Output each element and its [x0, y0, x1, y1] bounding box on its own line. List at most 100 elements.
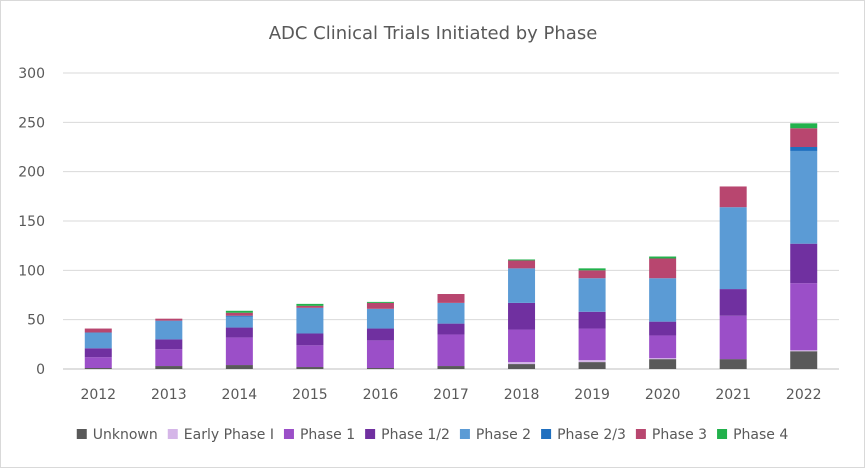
bar-segment-unknown	[296, 367, 324, 369]
bar-segment-phase-1	[719, 315, 747, 360]
bar-segment-unknown	[719, 359, 747, 369]
legend-label: Phase 3	[652, 427, 707, 443]
bar-segment-phase-3	[155, 318, 183, 321]
bar-segment-phase-1-2	[649, 321, 677, 336]
bar-segment-phase-4	[225, 310, 253, 313]
bar-segment-phase-3	[296, 305, 324, 308]
bar-segment-early-phase-i	[649, 358, 677, 360]
bar-segment-phase-3	[578, 270, 606, 279]
x-tick-label: 2022	[786, 387, 822, 403]
legend-swatch	[541, 429, 552, 439]
bar-segment-phase-1-2	[225, 327, 253, 338]
bar-segment-phase-2	[437, 302, 465, 324]
bar-segment-phase-1	[84, 357, 112, 369]
bar-segment-phase-4	[296, 303, 324, 306]
x-tick-label: 2020	[645, 387, 681, 403]
legend-label: Phase 1/2	[381, 427, 450, 443]
y-tick-label: 200	[18, 165, 45, 181]
x-tick-label: 2012	[80, 387, 116, 403]
bar-segment-unknown	[578, 362, 606, 369]
x-tick-label: 2015	[292, 387, 328, 403]
bar-segment-early-phase-i	[578, 360, 606, 363]
y-tick-label: 100	[18, 263, 45, 279]
y-tick-label: 250	[18, 115, 45, 131]
legend-label: Phase 1	[300, 427, 355, 443]
bar-segment-phase-1-2	[366, 328, 394, 341]
bar-segment-phase-1	[225, 337, 253, 366]
legend-label: Phase 2	[476, 427, 531, 443]
legend-label: Phase 2/3	[557, 427, 626, 443]
bar-segment-phase-3	[649, 258, 677, 279]
bar-segment-phase-2-3	[225, 315, 253, 317]
bar-segment-phase-3	[225, 312, 253, 316]
bar-segment-unknown	[84, 368, 112, 369]
x-tick-label: 2019	[574, 387, 610, 403]
x-axis: 2012 2013 2014 2015 2016 2017 2018 2019 2020 2021…	[80, 387, 821, 403]
bar-segment-unknown	[366, 368, 394, 369]
bar-segment-phase-2	[649, 278, 677, 322]
bar-segment-phase-4	[578, 268, 606, 271]
legend-swatch	[283, 429, 294, 439]
bar-segment-phase-3	[437, 294, 465, 303]
y-tick-label: 50	[27, 313, 45, 329]
bar-segment-phase-1-2	[790, 243, 818, 284]
bar-segment-phase-1	[790, 283, 818, 351]
bar-segment-phase-2	[225, 316, 253, 328]
bar-segment-phase-2	[84, 332, 112, 349]
bar-segment-phase-1-2	[508, 302, 536, 330]
bar-segment-unknown	[649, 359, 677, 369]
bar-segment-phase-4	[508, 259, 536, 261]
bar-segment-phase-1	[296, 345, 324, 368]
bar-segment-unknown	[508, 364, 536, 369]
legend: Unknown Early Phase I Phase 1 Phase 1/2 Phas…	[76, 427, 788, 443]
bar-segment-unknown	[155, 366, 183, 369]
bar-segment-phase-2	[578, 278, 606, 312]
bar-segment-phase-2	[508, 268, 536, 303]
bar-segment-phase-3	[719, 186, 747, 208]
bar-segment-phase-4	[790, 123, 818, 129]
bar-segment-phase-1	[508, 329, 536, 363]
bar-segment-phase-1	[155, 349, 183, 367]
legend-label: Early Phase I	[184, 427, 274, 443]
x-tick-label: 2013	[151, 387, 187, 403]
bar-segment-phase-2-3	[790, 147, 818, 151]
bar-segment-phase-1-2	[719, 289, 747, 316]
bar-segment-phase-2	[296, 307, 324, 334]
x-tick-label: 2021	[715, 387, 751, 403]
bar-segment-phase-2	[719, 207, 747, 290]
y-tick-label: 150	[18, 214, 45, 230]
y-tick-label: 0	[36, 362, 45, 378]
x-tick-label: 2016	[363, 387, 399, 403]
bar-segment-phase-2	[155, 320, 183, 340]
legend-swatch	[717, 429, 728, 439]
y-tick-label: 300	[18, 66, 45, 82]
bars	[84, 123, 818, 369]
bar-segment-unknown	[437, 366, 465, 369]
y-axis: 0 50 100 150 200 250 300	[18, 66, 45, 378]
bar-segment-phase-3	[84, 328, 112, 333]
bar-segment-phase-1	[366, 340, 394, 369]
legend-swatch	[365, 429, 376, 439]
legend-swatch	[167, 429, 178, 439]
bar-segment-unknown	[225, 365, 253, 369]
gridlines	[63, 72, 839, 370]
bar-segment-phase-3	[508, 260, 536, 269]
bar-segment-unknown	[790, 351, 818, 369]
bar-segment-phase-4	[366, 301, 394, 303]
bar-segment-phase-3	[790, 128, 818, 147]
bar-segment-phase-1	[578, 328, 606, 361]
chart-title: ADC Clinical Trials Initiated by Phase	[269, 23, 598, 44]
bar-segment-phase-1-2	[296, 333, 324, 346]
legend-swatch	[635, 429, 646, 439]
legend-swatch	[76, 429, 87, 439]
bar-segment-early-phase-i	[790, 350, 818, 352]
bar-segment-phase-2	[790, 150, 818, 244]
bar-segment-phase-1	[649, 335, 677, 359]
x-tick-label: 2018	[504, 387, 540, 403]
bar-segment-phase-2	[366, 308, 394, 329]
bar-segment-phase-4	[649, 256, 677, 259]
legend-swatch	[459, 429, 470, 439]
bar-segment-phase-1	[437, 334, 465, 367]
bar-segment-phase-3	[366, 302, 394, 309]
